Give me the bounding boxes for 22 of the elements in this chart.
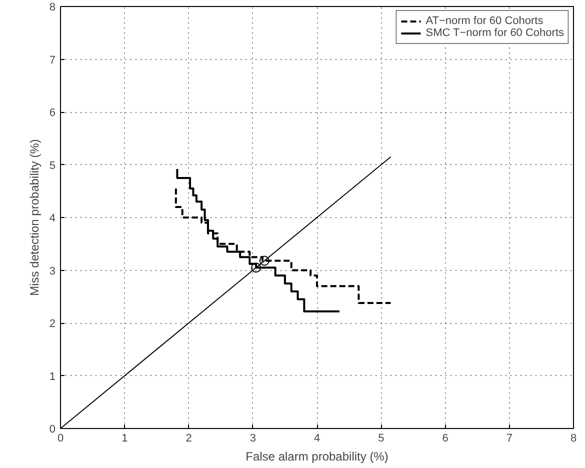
- y-tick-label: 2: [49, 318, 56, 330]
- x-tick-label: 6: [442, 432, 448, 444]
- y-tick-label: 0: [49, 424, 56, 436]
- y-tick-label: 8: [49, 2, 56, 14]
- legend-label: SMC T−norm for 60 Cohorts: [426, 27, 564, 39]
- x-tick-label: 0: [57, 432, 64, 444]
- x-axis-title: False alarm probability (%): [246, 450, 388, 464]
- x-tick-label: 2: [186, 432, 192, 444]
- y-tick-label: 5: [49, 160, 56, 172]
- x-tick-label: 5: [378, 432, 384, 444]
- x-tick-label: 8: [570, 432, 577, 444]
- legend-label: AT−norm for 60 Cohorts: [426, 15, 544, 27]
- y-tick-label: 7: [49, 54, 56, 66]
- x-tick-label: 7: [506, 432, 512, 444]
- y-tick-label: 6: [49, 107, 56, 119]
- x-tick-label: 4: [314, 432, 320, 444]
- x-tick-label: 1: [122, 432, 128, 444]
- y-tick-label: 1: [49, 370, 56, 383]
- y-axis-title: Miss detection probability (%): [27, 139, 42, 296]
- x-tick-label: 3: [250, 432, 256, 444]
- y-tick-label: 3: [49, 265, 56, 278]
- y-tick-label: 4: [49, 212, 56, 224]
